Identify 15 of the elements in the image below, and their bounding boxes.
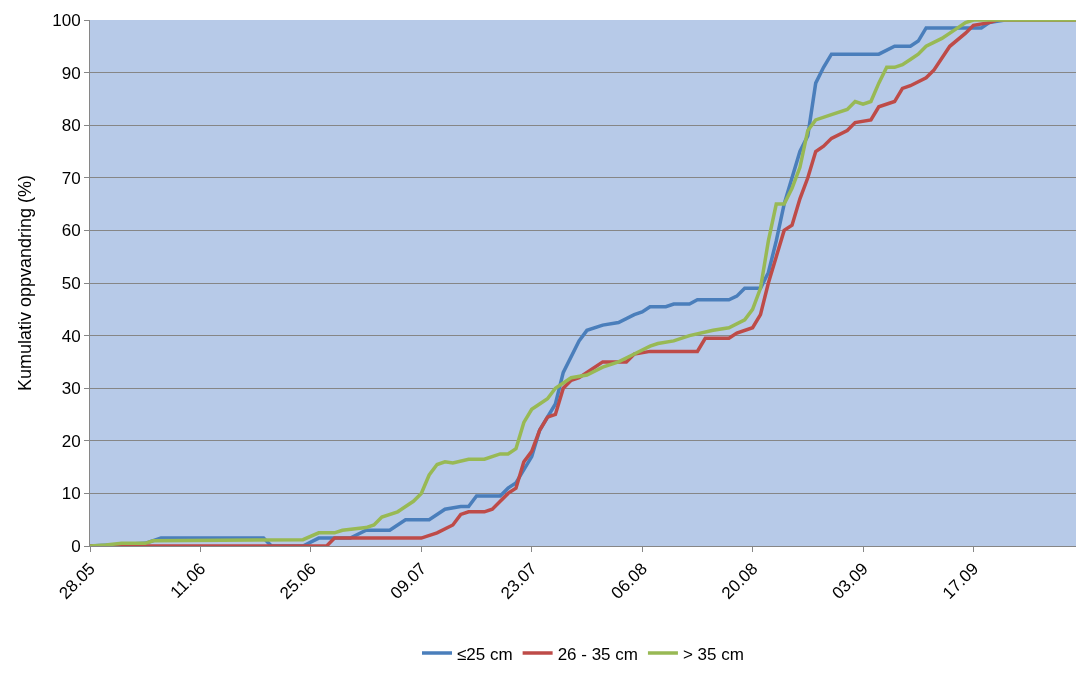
y-tick-label: 20 bbox=[61, 431, 81, 451]
y-tick-label: 70 bbox=[61, 168, 81, 188]
legend-label: > 35 cm bbox=[682, 644, 744, 664]
legend-label: 26 - 35 cm bbox=[557, 644, 638, 664]
y-tick-label: 100 bbox=[52, 10, 81, 30]
y-tick-label: 30 bbox=[61, 379, 81, 399]
y-tick-label: 60 bbox=[61, 221, 81, 241]
y-tick-label: 80 bbox=[61, 116, 81, 136]
y-tick-label: 50 bbox=[61, 273, 81, 293]
y-tick-label: 0 bbox=[71, 536, 81, 556]
y-axis-title: Kumulativ oppvandring (%) bbox=[15, 174, 36, 392]
y-tick-label: 90 bbox=[61, 63, 81, 83]
legend-label: ≤25 cm bbox=[457, 644, 513, 664]
y-tick-label: 10 bbox=[61, 484, 81, 504]
y-tick-label: 40 bbox=[61, 326, 81, 346]
